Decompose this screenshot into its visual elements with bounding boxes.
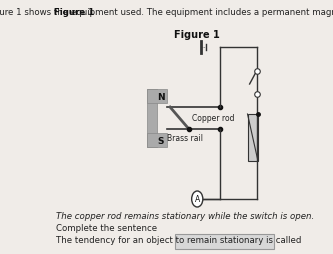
Text: N: N: [157, 93, 165, 102]
Text: Figure 1 shows the equipment used. The equipment includes a permanent magnet: Figure 1 shows the equipment used. The e…: [0, 8, 333, 17]
Text: A: A: [194, 195, 200, 204]
FancyBboxPatch shape: [247, 115, 258, 161]
FancyBboxPatch shape: [147, 133, 166, 147]
FancyBboxPatch shape: [175, 234, 274, 249]
Text: Brass rail: Brass rail: [166, 133, 202, 142]
Text: Copper rod: Copper rod: [192, 114, 234, 122]
Text: The tendency for an object to remain stationary is called: The tendency for an object to remain sta…: [56, 235, 302, 244]
Text: Figure 1: Figure 1: [174, 30, 220, 40]
FancyBboxPatch shape: [147, 90, 157, 147]
Text: The copper rod remains stationary while the switch is open.: The copper rod remains stationary while …: [56, 211, 314, 220]
Circle shape: [192, 191, 203, 207]
Text: Complete the sentence: Complete the sentence: [56, 223, 158, 232]
Text: Figure 1: Figure 1: [54, 8, 94, 17]
FancyBboxPatch shape: [147, 90, 166, 104]
Text: S: S: [158, 136, 164, 146]
